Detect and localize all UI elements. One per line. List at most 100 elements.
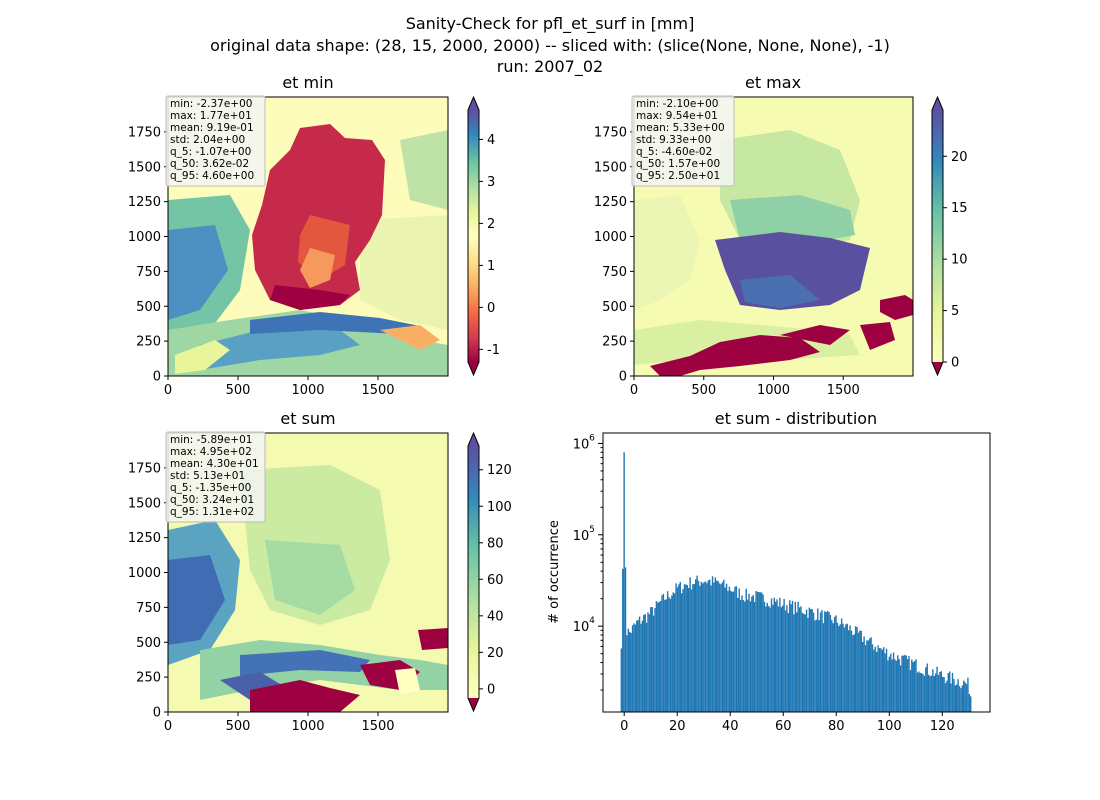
histogram-bar: [857, 632, 860, 712]
histogram-bar: [944, 683, 947, 712]
histogram-bars: [620, 452, 972, 712]
x-tick-label: 20: [669, 719, 686, 734]
histogram-bar: [793, 614, 795, 712]
histogram-bar: [913, 661, 916, 712]
histogram-bar: [863, 636, 865, 712]
histogram-bar: [770, 598, 773, 712]
histogram-bar: [856, 627, 858, 712]
x-tick-label: 0: [164, 719, 172, 734]
histogram-bar: [680, 593, 683, 712]
histogram-bar: [748, 593, 750, 712]
histogram-bar: [650, 607, 652, 712]
x-tick-label: 0: [164, 383, 172, 398]
histogram-bar: [943, 677, 945, 712]
stat-line: q_5: -4.60e-02: [636, 146, 712, 158]
x-tick-label: 1500: [361, 719, 394, 734]
y-tick-exponent: 6: [589, 433, 595, 443]
stat-line: max: 4.95e+02: [170, 446, 252, 458]
panel-et-min: et min 0 500 1000 1500 0 250 500 750 1000 1250 15…: [128, 73, 500, 398]
stats-box: min: -2.37e+00 max: 1.77e+01 mean: 9.19e…: [165, 95, 266, 187]
histogram-bar: [911, 659, 913, 712]
y-tick-label: 750: [602, 265, 627, 280]
panel-et-sum-distribution: et sum - distribution 0 20 40 60 80 100 120 10…: [547, 409, 991, 734]
histogram-bar: [854, 626, 857, 712]
y-tick-label: 1250: [128, 195, 161, 210]
histogram-bar: [630, 633, 632, 712]
histogram-bar: [956, 684, 958, 712]
histogram-bar: [880, 648, 882, 712]
histogram-bar: [717, 581, 719, 712]
histogram-bar: [873, 649, 875, 712]
stat-line: mean: 5.33e+00: [636, 122, 725, 134]
histogram-bar: [790, 604, 792, 712]
histogram-bar: [652, 615, 655, 712]
x-axis: 0 500 1000 1500: [630, 376, 860, 398]
x-axis: 0 20 40 60 80 100 120: [620, 712, 955, 734]
histogram-bar: [664, 599, 666, 712]
colorbar-tick-label: 0: [487, 301, 495, 316]
histogram-bar: [807, 617, 809, 712]
histogram-bar: [899, 665, 902, 712]
histogram-bar: [720, 584, 722, 712]
histogram-bar: [702, 583, 704, 712]
histogram-bar: [724, 587, 726, 712]
histogram-bar: [926, 663, 928, 712]
histogram-bar: [734, 586, 736, 712]
histogram-bar: [927, 674, 930, 712]
histogram-bar: [846, 623, 848, 712]
y-tick-label: 1500: [128, 160, 161, 175]
histogram-bar: [659, 601, 662, 712]
histogram-bar: [753, 601, 756, 712]
stat-line: q_5: -1.07e+00: [170, 146, 251, 158]
y-tick-label: 1250: [594, 195, 627, 210]
panel-et-max: et max 0 500 1000 1500 0 250 500 750 1000 1250 15…: [594, 73, 968, 398]
histogram-bar: [686, 585, 688, 712]
histogram-bar: [762, 594, 764, 712]
histogram-bar: [718, 583, 721, 712]
suptitle-line-1: Sanity-Check for pfl_et_surf in [mm]: [406, 14, 695, 34]
histogram-bar: [948, 671, 951, 712]
histogram-bar: [915, 659, 917, 712]
x-tick-label: 0: [620, 719, 628, 734]
y-tick-label: 1500: [128, 496, 161, 511]
y-axis-label: # of occurrence: [547, 520, 562, 624]
stats-box: min: -2.10e+00 max: 9.54e+01 mean: 5.33e…: [631, 95, 735, 187]
stat-line: std: 2.04e+00: [170, 134, 245, 146]
histogram-bar: [891, 659, 893, 712]
histogram-bar: [776, 599, 778, 712]
y-tick-label: 1000: [128, 230, 161, 245]
histogram-bar: [678, 584, 680, 712]
histogram-bar: [755, 591, 757, 712]
y-tick-label: 250: [136, 671, 161, 686]
histogram-bar: [838, 626, 840, 712]
histogram-bar: [860, 630, 862, 712]
histogram-bar: [709, 579, 711, 712]
histogram-bar: [941, 676, 944, 712]
heatmap-image: [168, 97, 448, 376]
histogram-bar: [741, 595, 743, 712]
histogram-bar: [885, 648, 888, 712]
x-tick-label: 100: [877, 719, 902, 734]
histogram-bar: [711, 576, 714, 712]
histogram-bar: [692, 584, 694, 712]
histogram-bar: [922, 674, 924, 712]
histogram-bar: [732, 591, 735, 712]
histogram-bar: [821, 610, 823, 712]
histogram-bar: [641, 620, 644, 712]
stat-line: mean: 9.19e-01: [170, 122, 254, 134]
histogram-bar: [707, 580, 710, 712]
stat-line: q_5: -1.35e+00: [170, 482, 251, 494]
histogram-bar: [930, 675, 933, 712]
x-axis: 0 500 1000 1500: [164, 712, 395, 734]
histogram-bar: [780, 607, 783, 712]
y-tick-label: 0: [153, 706, 161, 721]
histogram-bar: [798, 607, 801, 712]
stat-line: q_95: 4.60e+00: [170, 170, 254, 182]
histogram-bar: [822, 623, 825, 712]
heatmap-image: [168, 433, 448, 712]
histogram-bar: [633, 623, 635, 712]
histogram-bar: [804, 614, 806, 712]
histogram-bar: [710, 585, 712, 712]
histogram-bar: [746, 599, 749, 712]
